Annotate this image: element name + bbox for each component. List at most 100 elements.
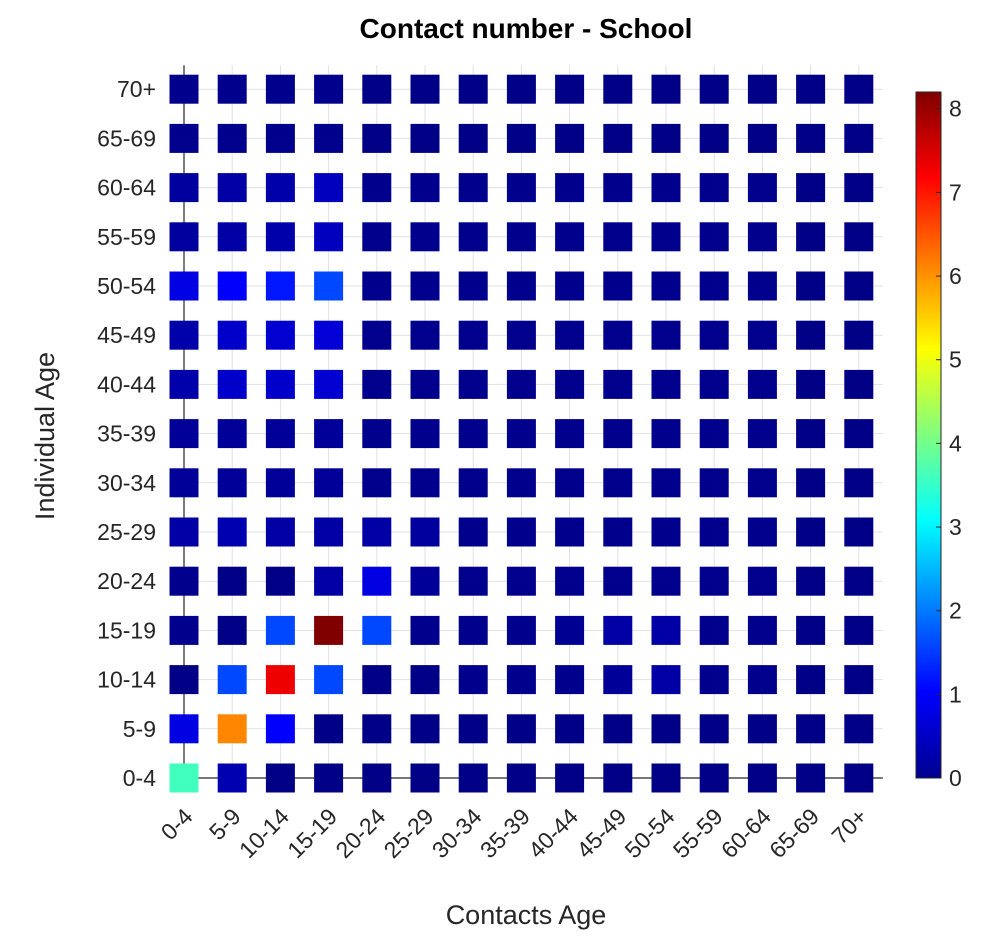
- heatmap-cell: [362, 173, 392, 203]
- heatmap-cell: [458, 74, 488, 104]
- y-tick-label: 35-39: [97, 421, 156, 447]
- heatmap-cell: [699, 566, 729, 596]
- y-tick-label: 50-54: [97, 273, 156, 299]
- heatmap-cell: [265, 468, 295, 498]
- heatmap-cell: [555, 320, 585, 350]
- x-tick-label: 40-44: [523, 803, 583, 863]
- heatmap-cell: [217, 615, 247, 645]
- heatmap-cell: [699, 369, 729, 399]
- heatmap-cell: [458, 517, 488, 547]
- heatmap-cell: [410, 763, 440, 793]
- heatmap-cell: [458, 714, 488, 744]
- heatmap-cell: [603, 123, 633, 153]
- heatmap-cell: [699, 123, 729, 153]
- heatmap-cell: [169, 665, 199, 695]
- heatmap-cell: [314, 517, 344, 547]
- heatmap-cell: [747, 74, 777, 104]
- colorbar-tick-label: 1: [949, 681, 962, 707]
- heatmap-cell: [796, 173, 826, 203]
- heatmap-cell: [169, 123, 199, 153]
- heatmap-cell: [265, 222, 295, 252]
- heatmap-cell: [796, 763, 826, 793]
- heatmap-cell: [796, 123, 826, 153]
- heatmap-cell: [169, 320, 199, 350]
- y-tick-label: 5-9: [123, 716, 156, 742]
- heatmap-cell: [458, 763, 488, 793]
- heatmap-cell: [314, 369, 344, 399]
- x-tick-label: 35-39: [475, 803, 535, 863]
- heatmap-cell: [555, 369, 585, 399]
- heatmap-cell: [265, 419, 295, 449]
- heatmap-cell: [314, 468, 344, 498]
- heatmap-cell: [362, 123, 392, 153]
- heatmap-cell: [555, 222, 585, 252]
- heatmap-cell: [506, 173, 536, 203]
- heatmap-cell: [699, 419, 729, 449]
- heatmap-cell: [362, 222, 392, 252]
- heatmap-cell: [314, 714, 344, 744]
- heatmap-cell: [844, 74, 874, 104]
- heatmap-cell: [506, 566, 536, 596]
- heatmap-cell: [651, 369, 681, 399]
- heatmap-cell: [796, 271, 826, 301]
- heatmap-cell: [844, 123, 874, 153]
- heatmap-cell: [555, 665, 585, 695]
- heatmap-cell: [651, 763, 681, 793]
- heatmap-cell: [314, 123, 344, 153]
- heatmap-cell: [844, 517, 874, 547]
- x-tick-labels: 0-4 5-910-1415-1920-2425-2930-3435-3940-4…: [156, 803, 873, 863]
- y-axis-label: Individual Age: [30, 352, 60, 520]
- heatmap-cell: [844, 320, 874, 350]
- heatmap-cell: [555, 714, 585, 744]
- heatmap-cell: [699, 763, 729, 793]
- colorbar-ticks: 0 1 2 3 4 5 6 7 8: [936, 96, 962, 791]
- heatmap-cell: [506, 615, 536, 645]
- heatmap-cell: [747, 173, 777, 203]
- heatmap-cell: [265, 173, 295, 203]
- heatmap-cell: [699, 517, 729, 547]
- x-tick-label: 20-24: [330, 803, 390, 863]
- heatmap-cell: [410, 714, 440, 744]
- heatmap-cell: [555, 468, 585, 498]
- heatmap-cell: [506, 320, 536, 350]
- heatmap-cell: [217, 468, 247, 498]
- heatmap-cell: [747, 123, 777, 153]
- heatmap-cell: [458, 222, 488, 252]
- heatmap-cell: [747, 320, 777, 350]
- heatmap-cell: [314, 173, 344, 203]
- heatmap-cell: [362, 369, 392, 399]
- y-tick-label: 0-4: [123, 765, 156, 791]
- heatmap-cell: [217, 74, 247, 104]
- heatmap-cell: [265, 74, 295, 104]
- heatmap-cell: [169, 173, 199, 203]
- heatmap-cell: [844, 714, 874, 744]
- heatmap-cell: [699, 222, 729, 252]
- heatmap-cell: [458, 615, 488, 645]
- x-axis-label: Contacts Age: [446, 900, 607, 930]
- heatmap-cell: [217, 665, 247, 695]
- heatmap-cell: [555, 74, 585, 104]
- heatmap-cell: [458, 369, 488, 399]
- heatmap-cell: [458, 566, 488, 596]
- heatmap-cell: [747, 468, 777, 498]
- heatmap-cell: [555, 123, 585, 153]
- heatmap-cell: [603, 320, 633, 350]
- heatmap-cell: [362, 74, 392, 104]
- heatmap-cell: [410, 566, 440, 596]
- heatmap-cell: [603, 419, 633, 449]
- heatmap-cell: [506, 222, 536, 252]
- heatmap-cell: [796, 320, 826, 350]
- heatmap-cell: [410, 271, 440, 301]
- heatmap-cell: [555, 566, 585, 596]
- heatmap-cell: [844, 468, 874, 498]
- heatmap-cell: [314, 763, 344, 793]
- y-tick-label: 15-19: [97, 617, 156, 643]
- colorbar-tick-label: 4: [949, 430, 962, 456]
- y-tick-label: 25-29: [97, 519, 156, 545]
- colorbar-tick-label: 0: [949, 765, 962, 791]
- heatmap-cell: [651, 566, 681, 596]
- heatmap-cell: [555, 615, 585, 645]
- heatmap-cell: [410, 369, 440, 399]
- y-tick-label: 30-34: [97, 470, 156, 496]
